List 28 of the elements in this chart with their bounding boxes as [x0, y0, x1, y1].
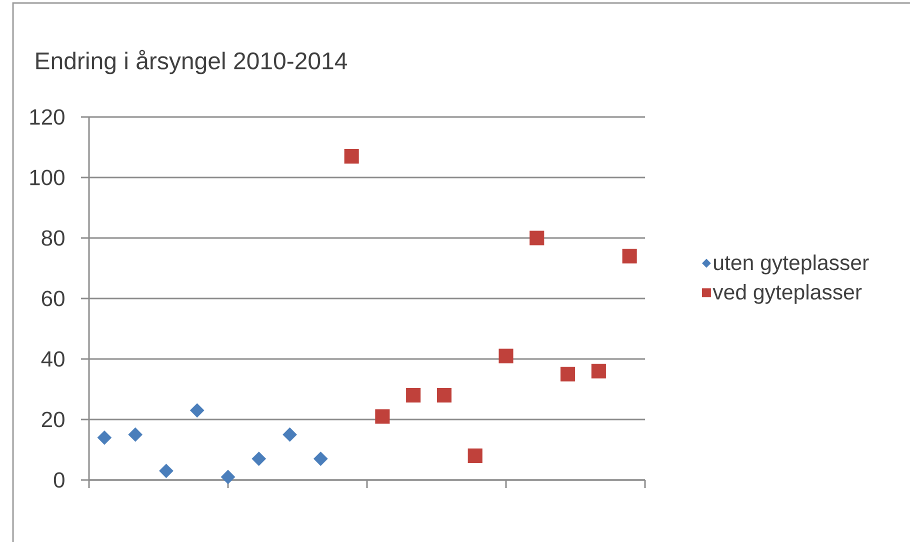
- point: [159, 464, 174, 478]
- point: [468, 448, 482, 464]
- point: [282, 428, 297, 442]
- point: [220, 470, 236, 484]
- point: [128, 428, 142, 442]
- point: [560, 366, 576, 382]
- y-tick-label: 0: [54, 472, 64, 488]
- point: [498, 348, 514, 364]
- chart-title: Endring i årsyngel 2010-2014: [36, 50, 348, 74]
- y-tick-label: 40: [41, 351, 64, 367]
- legend-label: ved gyteplasser: [712, 284, 862, 304]
- y-tick-label: 60: [42, 290, 64, 306]
- point: [252, 452, 266, 466]
- point: [314, 452, 328, 466]
- point: [591, 364, 606, 378]
- y-tick-label: 80: [42, 230, 64, 246]
- legend-label: uten gyteplasser: [714, 254, 869, 274]
- y-tick-label: 100: [30, 170, 64, 186]
- point: [97, 430, 112, 445]
- point: [530, 230, 544, 246]
- y-tick-label: 120: [30, 109, 64, 125]
- point: [375, 409, 390, 424]
- point: [190, 403, 204, 418]
- point: [436, 388, 452, 403]
- point: [622, 248, 637, 264]
- point: [406, 388, 421, 403]
- y-tick-label: 20: [42, 412, 64, 428]
- point: [344, 149, 359, 164]
